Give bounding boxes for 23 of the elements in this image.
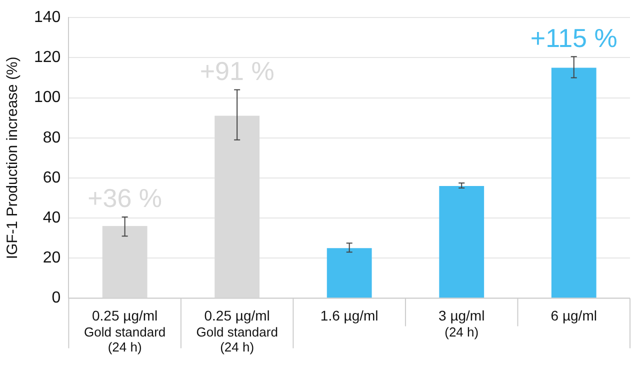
x-tick-label: 0.25 µg/ml: [204, 307, 270, 324]
y-tick-label: 40: [42, 209, 61, 226]
text: Gold standard (24 h): [84, 324, 166, 354]
x-tick-label: 6 µg/ml: [550, 307, 597, 324]
x-tick-label: 1.6 µg/ml: [320, 307, 378, 324]
y-tick-label: 80: [42, 129, 61, 146]
bar: [214, 116, 260, 298]
text: (24 h): [444, 324, 479, 340]
x-tick-label: 3 µg/ml: [438, 307, 485, 324]
y-tick-label: 140: [34, 9, 61, 26]
bar: [551, 68, 596, 298]
bar: [439, 186, 484, 298]
bar: [326, 248, 372, 298]
y-tick-label: 60: [42, 169, 61, 186]
y-tick-label: 100: [34, 89, 61, 106]
text: Gold standard (24 h): [196, 324, 278, 354]
y-tick-label: 20: [42, 250, 61, 267]
y-tick-label: 0: [52, 290, 61, 307]
data-label: +115 %: [530, 22, 618, 53]
y-axis-title: IGF-1 Production increase (%): [4, 56, 22, 260]
bar: [102, 226, 148, 298]
y-tick-label: 120: [34, 49, 61, 66]
x-tick-label: 0.25 µg/ml: [92, 307, 158, 324]
